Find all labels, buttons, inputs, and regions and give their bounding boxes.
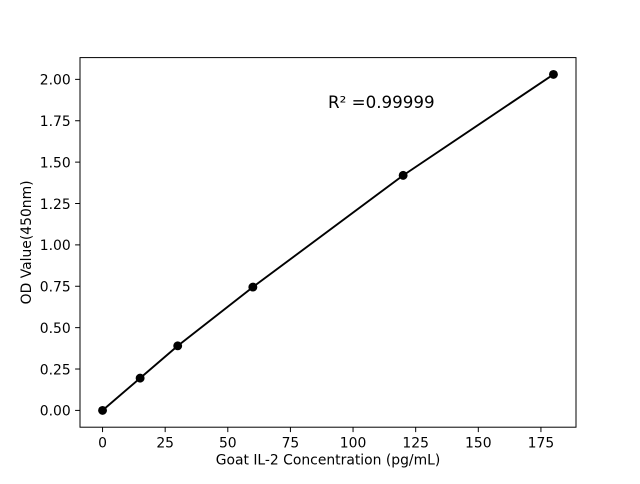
- x-tick-label: 0: [98, 436, 107, 452]
- x-tick-label: 25: [156, 436, 174, 452]
- data-point-marker: [173, 341, 183, 351]
- r-squared-annotation: R² =0.99999: [328, 92, 435, 112]
- data-point-marker: [98, 405, 107, 415]
- y-tick-label: 1.25: [40, 197, 71, 213]
- plot-area-border: [79, 57, 577, 428]
- y-tick-label: 1.75: [40, 114, 71, 130]
- data-point-marker: [135, 373, 145, 383]
- axis-tick-labels: 0 25 50 75 100 125 150 175 0.00 0.25 0.50 0.75 1.00 1…: [40, 73, 554, 452]
- y-axis-label: OD Value(450nm): [19, 180, 35, 304]
- data-point-marker: [248, 282, 258, 292]
- y-tick-label: 0.00: [40, 404, 71, 420]
- x-axis-label: Goat IL-2 Concentration (pg/mL): [216, 453, 441, 469]
- x-tick-label: 125: [402, 436, 429, 452]
- x-tick-label: 100: [340, 436, 367, 452]
- standard-curve-line: [101, 73, 554, 412]
- y-tick-label: 1.00: [40, 238, 71, 254]
- x-tick-label: 75: [282, 436, 300, 452]
- x-tick-label: 175: [528, 436, 555, 452]
- x-tick-label: 50: [219, 436, 237, 452]
- y-tick-label: 0.75: [40, 280, 71, 296]
- data-point-marker: [398, 170, 408, 180]
- x-tick-label: 150: [465, 436, 492, 452]
- data-point-marker: [549, 69, 558, 79]
- y-tick-label: 2.00: [40, 73, 71, 89]
- y-tick-label: 1.50: [40, 155, 71, 171]
- data-series: [98, 69, 558, 415]
- y-tick-label: 0.25: [40, 362, 71, 378]
- axis-ticks: [75, 78, 542, 433]
- y-tick-label: 0.50: [40, 321, 71, 337]
